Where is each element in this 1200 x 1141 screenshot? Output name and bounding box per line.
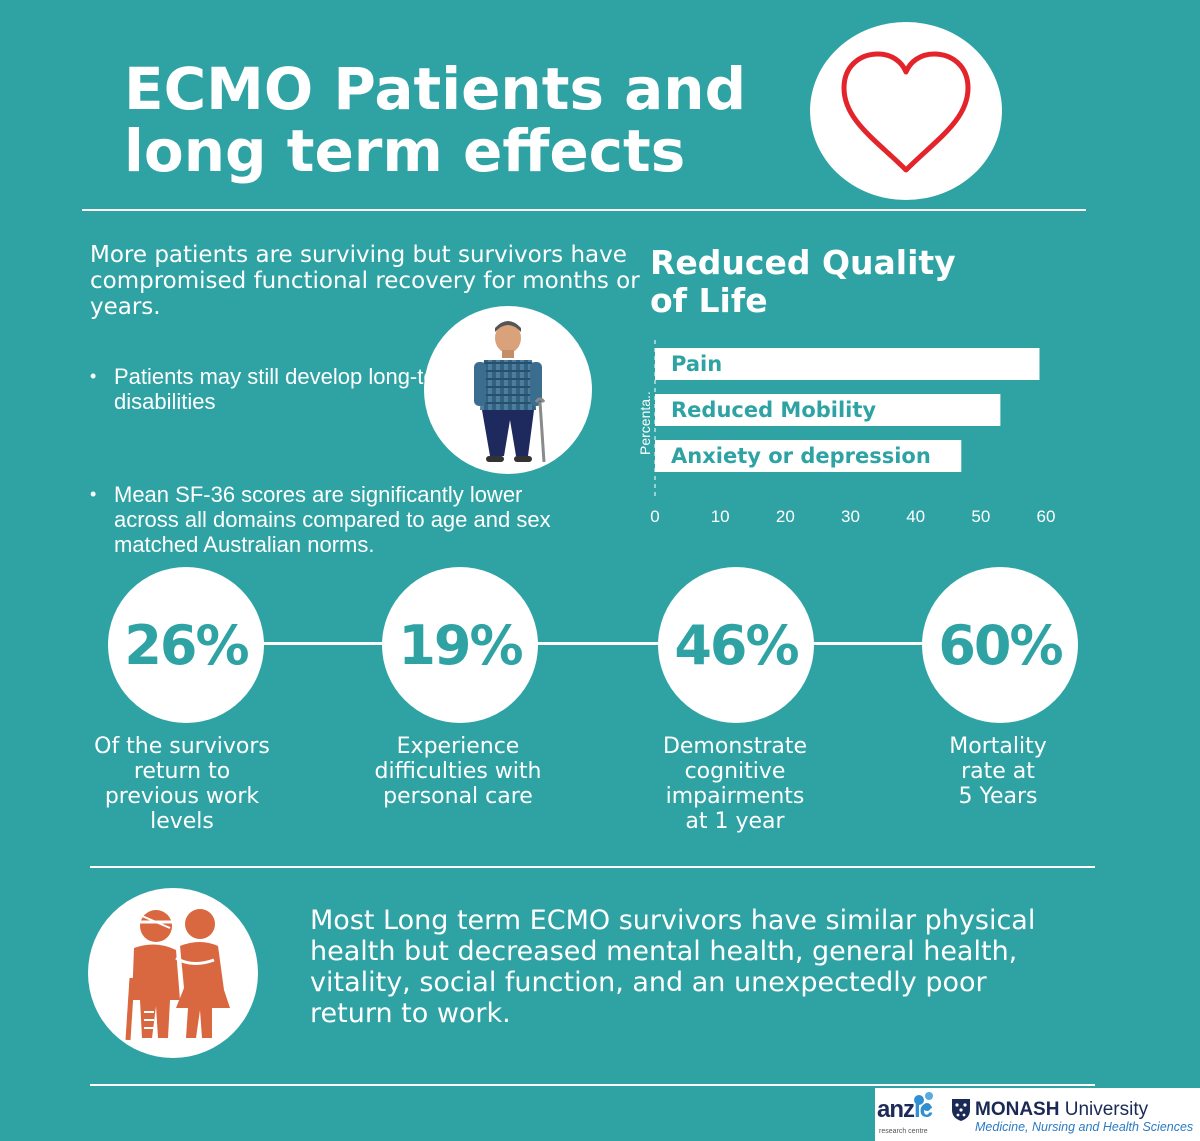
chart-x-tick-label: 0 [650,507,659,526]
heart-icon [841,51,971,173]
divider-middle [90,866,1095,868]
page-title-line1: ECMO Patients and [124,55,747,123]
stat-label-line: previous work [104,784,260,809]
chart-bar-label: Pain [671,352,722,376]
stat-label-2: Experience difficulties with personal ca… [338,734,578,809]
chart-x-tick-label: 60 [1037,507,1056,526]
stat-circle-1: 26% [108,567,264,723]
stat-label-line: Mortality [949,734,1047,759]
bullet-item-2: • Mean SF-36 scores are significantly lo… [88,482,568,557]
stat-label-4: Mortality rate at 5 Years [878,734,1118,809]
chart-bar-label: Reduced Mobility [671,398,876,422]
anzic-bubbles-icon [914,1092,933,1111]
stat-label-line: 5 Years [958,784,1038,809]
intro-text: More patients are surviving but survivor… [90,242,640,320]
chart-x-tick-label: 50 [971,507,990,526]
monash-logo-rest: University [1059,1099,1149,1120]
monash-faculty-text: Medicine, Nursing and Health Sciences [975,1120,1194,1134]
chart-title-line2: of Life [650,281,768,320]
heart-badge [810,22,1002,200]
elderly-couple-icon [125,909,230,1041]
stats-connector-line [190,642,1010,645]
bullet-text-2: Mean SF-36 scores are significantly lowe… [114,482,551,557]
stat-label-line: rate at [961,759,1035,784]
monash-crest-icon [952,1099,970,1121]
partner-logos: anzic research centre MONASH University … [875,1088,1200,1141]
elderly-man-illustration [424,306,592,474]
elderly-couple-illustration [88,888,258,1058]
chart-y-label: Percenta.. [637,391,653,455]
stat-label-line: difficulties with [374,759,542,784]
anzic-logo-accent: ic [914,1096,933,1123]
page-title-line2: long term effects [124,117,686,185]
bottom-summary-text: Most Long term ECMO survivors have simil… [310,905,1036,1029]
chart-bar [655,348,1040,380]
bullet-text-1: Patients may still develop long-term dis… [114,364,462,414]
stat-value-3: 46% [674,613,799,677]
chart-bar [655,440,962,472]
stat-circle-2: 19% [382,567,538,723]
chart-x-tick-label: 40 [906,507,925,526]
stat-label-line: cognitive [684,759,786,784]
anzic-subtitle: research centre [879,1128,928,1135]
stat-value-1: 26% [124,613,249,677]
anzic-logo-main: anz [877,1096,915,1123]
quality-of-life-chart: Pain Reduced Mobility Anxiety or depressio… [637,340,1056,526]
stat-value-2: 19% [398,613,523,677]
stat-label-line: Experience [396,734,520,759]
bullet-dot: • [90,484,97,504]
chart-bar-label: Anxiety or depression [671,444,931,468]
chart-x-tick-label: 10 [711,507,730,526]
page-title: ECMO Patients and long term effects [124,58,784,182]
stat-value-4: 60% [938,613,1063,677]
monash-logo-text: MONASH University [975,1099,1148,1121]
anzic-logo: anzic [877,1096,933,1124]
chart-title-line1: Reduced Quality [650,243,956,282]
stat-circle-3: 46% [658,567,814,723]
stat-label-line: levels [150,809,214,834]
bullet-item-1: • Patients may still develop long-term d… [88,364,558,414]
stat-label-line: Of the survivors [94,734,270,759]
chart-bar [655,394,1001,426]
stat-label-line: Demonstrate [662,734,808,759]
stat-circle-4: 60% [922,567,1078,723]
stat-label-3: Demonstrate cognitive impairments at 1 y… [615,734,855,834]
stat-label-line: personal care [383,784,533,809]
stat-label-line: at 1 year [685,809,785,834]
chart-x-tick-label: 20 [776,507,795,526]
chart-title: Reduced Quality of Life [650,244,1050,320]
bullet-dot: • [90,366,97,386]
divider-top [82,209,1086,211]
stat-label-line: impairments [665,784,805,809]
elderly-man-with-cane-icon [474,321,546,463]
stat-label-1: Of the survivors return to previous work… [62,734,302,834]
chart-x-tick-label: 30 [841,507,860,526]
divider-bottom [90,1084,1095,1086]
monash-logo-bold: MONASH [975,1099,1060,1120]
stat-label-line: return to [133,759,231,784]
